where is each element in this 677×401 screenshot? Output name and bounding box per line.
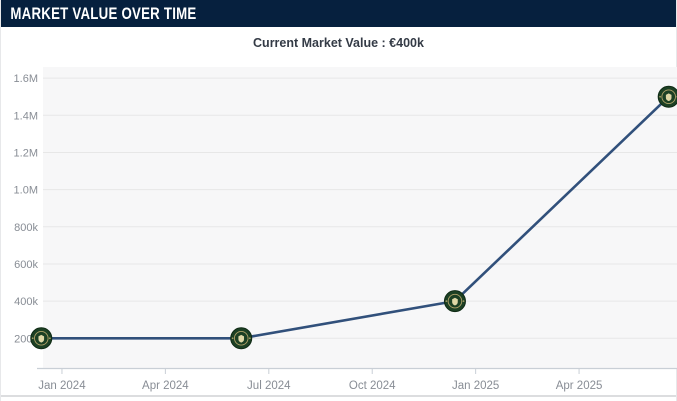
data-point-marker[interactable] (230, 327, 253, 350)
x-axis-tick-label: Oct 2024 (349, 380, 396, 392)
trend-line (39, 95, 670, 340)
y-axis-tick-label: 400k (14, 296, 38, 308)
x-axis-tick-label: Apr 2025 (556, 380, 603, 392)
header-bar: MARKET VALUE OVER TIME (1, 0, 676, 27)
y-axis-tick-label: 1.2M (14, 147, 38, 159)
page-title: MARKET VALUE OVER TIME (10, 3, 197, 23)
x-axis-tick-label: Apr 2024 (142, 380, 189, 392)
data-point-marker[interactable] (657, 85, 677, 108)
y-axis-tick-label: 1.0M (14, 185, 38, 197)
y-axis-tick-label: 800k (14, 222, 38, 234)
x-axis-tick-label: Jan 2024 (38, 380, 86, 392)
current-market-value-label: Current Market Value : €400k (253, 36, 424, 50)
x-axis-tick-label: Jul 2024 (247, 380, 291, 392)
market-value-chart: 200k 400k 600k 800k 1.0M 1.2M 1.4M 1.6M Jan 2024… (1, 60, 677, 401)
data-point-marker[interactable] (443, 290, 466, 313)
plot-area (43, 67, 677, 368)
card-bottom-divider (1, 395, 676, 397)
y-axis-tick-label: 1.6M (14, 73, 38, 85)
y-axis-tick-label: 600k (14, 259, 38, 271)
data-point-marker[interactable] (30, 327, 53, 350)
y-axis-tick-label: 1.4M (14, 110, 38, 122)
x-axis-tick-label: Jan 2025 (452, 380, 499, 392)
